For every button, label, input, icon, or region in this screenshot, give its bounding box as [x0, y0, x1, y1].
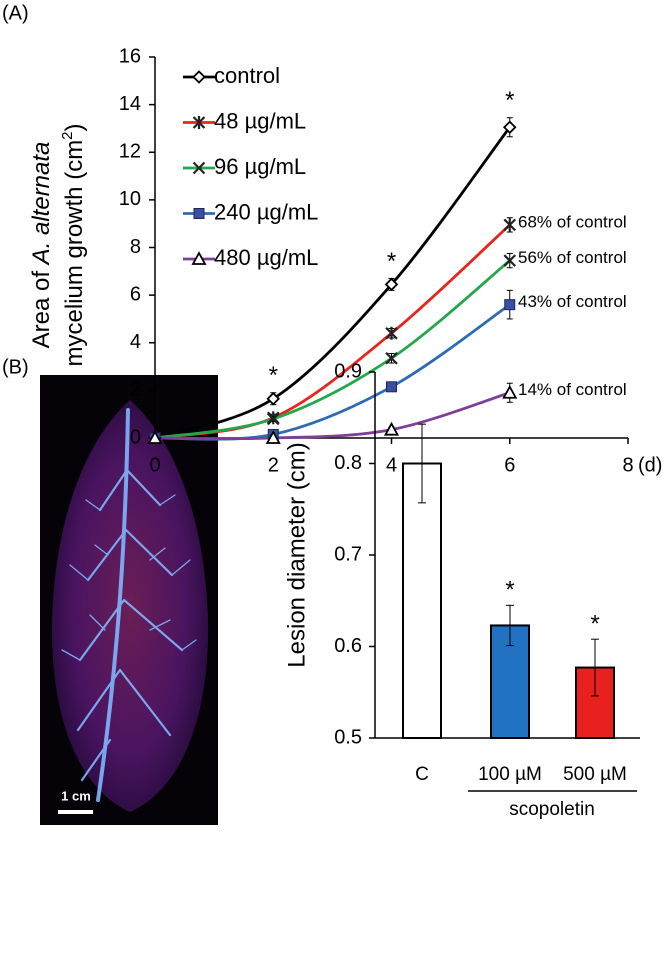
- marker: [503, 254, 517, 267]
- x-tick-label: C: [415, 764, 429, 785]
- triangle: [191, 251, 207, 265]
- x-tick-label: 6: [504, 454, 515, 476]
- legend-label: control: [214, 63, 280, 88]
- cross: [266, 412, 280, 426]
- error-bar: [418, 423, 426, 504]
- y-tick-label: 8: [130, 236, 141, 258]
- y-label-text: Area of: [28, 264, 55, 348]
- series-line: [154, 259, 511, 440]
- y-axis-label: mycelium growth (cm2): [59, 123, 88, 366]
- y-label-text: ): [61, 123, 88, 131]
- significance-mark: *: [269, 362, 278, 389]
- y-label-italic: A. alternata: [28, 142, 55, 267]
- significance-mark: *: [387, 248, 396, 275]
- square: [386, 381, 397, 393]
- legend-label: 240 µg/mL: [214, 199, 318, 224]
- marker: [386, 381, 397, 393]
- triangle: [265, 430, 281, 444]
- significance-mark: *: [505, 87, 514, 114]
- end-label: 14% of control: [518, 380, 627, 399]
- diamond: [192, 70, 206, 84]
- y-tick-label: 0.7: [334, 543, 362, 565]
- diamond: [502, 120, 517, 135]
- triangle: [502, 384, 518, 399]
- marker: [385, 351, 398, 365]
- y-tick-label: 2: [130, 379, 141, 401]
- bar: [402, 462, 442, 739]
- x-unit: (d): [638, 454, 662, 476]
- end-label: 43% of control: [518, 292, 627, 311]
- legend-label: 48 µg/mL: [214, 108, 306, 133]
- marker: [266, 412, 280, 426]
- error-bar: [591, 638, 599, 697]
- series-line: [154, 126, 511, 440]
- marker: [502, 120, 517, 135]
- y-tick-label: 12: [119, 141, 141, 163]
- marker: [384, 277, 399, 292]
- x-tick-label: 2: [268, 454, 279, 476]
- group-label: scopoletin: [509, 799, 595, 820]
- y-tick-label: 0.5: [334, 726, 362, 748]
- panel-label: (A): [2, 2, 29, 24]
- cross: [385, 351, 398, 365]
- square: [193, 208, 205, 219]
- x-tick-label: 4: [386, 454, 397, 476]
- x-tick-label: 100 µM: [478, 764, 542, 785]
- y-tick-label: 10: [119, 188, 141, 210]
- cross: [503, 254, 517, 267]
- y-tick-label: 14: [119, 93, 141, 115]
- error-bar: [506, 604, 514, 647]
- end-label: 68% of control: [518, 212, 627, 231]
- y-tick-label: 0.8: [334, 452, 362, 474]
- marker: [192, 116, 206, 129]
- marker: [191, 251, 207, 265]
- y-tick-label: 4: [130, 331, 141, 353]
- y-tick-label: 0.6: [334, 635, 362, 657]
- x-tick-label: 8: [622, 454, 633, 476]
- scale-bar-label: 1 cm: [61, 788, 91, 803]
- x-tick-label: 500 µM: [563, 764, 627, 785]
- diamond: [384, 277, 399, 292]
- marker: [193, 208, 205, 219]
- cross: [192, 161, 206, 175]
- diamond: [266, 391, 281, 406]
- marker: [265, 430, 281, 444]
- y-tick-label: 0: [130, 426, 141, 448]
- y-tick-label: 0.9: [334, 360, 362, 382]
- square: [504, 299, 516, 311]
- y-axis-label: Lesion diameter (cm): [283, 442, 310, 667]
- triangle: [147, 430, 163, 444]
- marker: [147, 430, 163, 444]
- legend-label: 96 µg/mL: [214, 154, 306, 179]
- marker: [385, 326, 398, 340]
- marker: [192, 70, 206, 84]
- y-label-text: mycelium growth (cm: [61, 140, 88, 367]
- y-tick-label: 6: [130, 283, 141, 305]
- y-tick-label: 16: [119, 45, 141, 67]
- end-label: 56% of control: [518, 248, 627, 267]
- marker: [502, 384, 518, 399]
- marker: [266, 391, 281, 406]
- y-label-sup: 2: [59, 131, 76, 139]
- legend-label: 480 µg/mL: [214, 245, 318, 270]
- marker: [504, 299, 516, 311]
- series-line: [154, 391, 511, 441]
- marker: [192, 161, 206, 175]
- x-tick-label: 0: [149, 454, 160, 476]
- marker: [503, 218, 517, 232]
- marker: [383, 421, 400, 436]
- significance-mark: *: [590, 611, 599, 638]
- significance-mark: *: [505, 577, 514, 604]
- panel-label: (B): [2, 356, 29, 378]
- y-axis-label: Area of A. alternata: [28, 142, 55, 349]
- leaf-photo: 1 cm: [40, 375, 218, 825]
- triangle: [383, 421, 400, 436]
